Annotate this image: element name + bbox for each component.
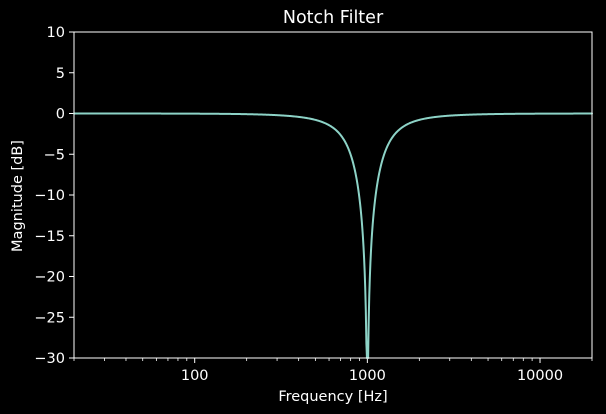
- y-tick-label: 5: [56, 66, 65, 82]
- y-tick-label: −10: [34, 188, 65, 204]
- x-tick-label: 1000: [349, 368, 386, 384]
- x-axis-label: Frequency [Hz]: [278, 389, 387, 405]
- chart-title: Notch Filter: [283, 8, 384, 28]
- y-tick-label: −25: [34, 310, 65, 326]
- y-tick-label: −5: [44, 147, 65, 163]
- x-tick-label: 100: [181, 368, 209, 384]
- plot-area-frame: [73, 31, 593, 359]
- y-tick-label: −20: [34, 270, 65, 286]
- y-tick-label: −15: [34, 229, 65, 245]
- x-axis-ticks: 100 1000 10000: [181, 358, 563, 384]
- x-tick-label: 10000: [517, 368, 563, 384]
- y-axis-label: Magnitude [dB]: [10, 140, 26, 252]
- y-tick-label: 0: [56, 107, 65, 123]
- y-axis-ticks: 10 5 0 −5 −10 −15 −20 −25 −30: [34, 25, 74, 367]
- x-axis-minor-ticks: [73, 358, 593, 361]
- y-tick-label: 10: [47, 25, 65, 41]
- series-line: [73, 112, 593, 359]
- y-tick-label: −30: [34, 351, 65, 367]
